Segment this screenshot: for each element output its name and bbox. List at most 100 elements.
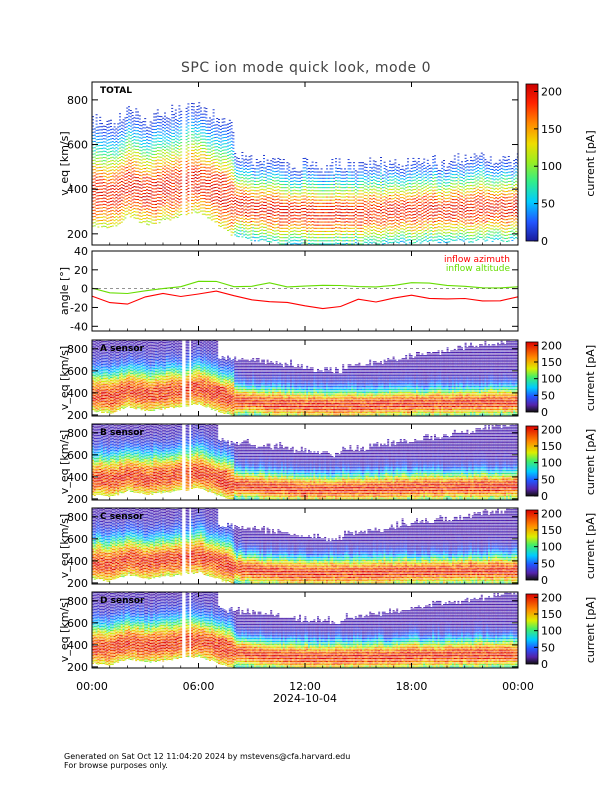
heatmap-cell (194, 198, 197, 200)
heatmap-cell (95, 173, 98, 175)
heatmap-cell (131, 193, 134, 195)
heatmap-cell (155, 153, 157, 155)
heatmap-cell (149, 130, 152, 132)
heatmap-cell (353, 221, 355, 223)
heatmap-cell (101, 213, 103, 215)
heatmap-cell (167, 211, 170, 213)
heatmap-cell (205, 117, 208, 119)
heatmap-cell (191, 152, 193, 154)
heatmap-cell (374, 173, 377, 175)
heatmap-cell (331, 234, 334, 236)
heatmap-cell (191, 149, 193, 151)
heatmap-cell (126, 191, 129, 193)
heatmap-cell (146, 167, 148, 169)
heatmap-cell (324, 184, 327, 186)
heatmap-cell (293, 242, 296, 244)
heatmap-cell (153, 129, 156, 131)
heatmap-cell (309, 174, 312, 176)
heatmap-cell (245, 183, 247, 185)
heatmap-cell (234, 221, 237, 223)
heatmap-cell (358, 240, 361, 242)
heatmap-cell (111, 200, 114, 202)
heatmap-cell (290, 199, 292, 201)
heatmap-cell (291, 237, 294, 239)
heatmap-cell (95, 126, 98, 128)
heatmap-cell (308, 171, 310, 173)
heatmap-cell (302, 236, 305, 238)
heatmap-cell (396, 235, 399, 237)
heatmap-cell (214, 124, 217, 126)
heatmap-cell (378, 224, 381, 226)
heatmap-cell (138, 127, 141, 129)
heatmap-cell (115, 203, 118, 205)
heatmap-cell (232, 144, 235, 146)
heatmap-cell (129, 181, 132, 183)
heatmap-cell (165, 129, 168, 131)
heatmap-cell (246, 184, 249, 186)
heatmap-cell (212, 206, 215, 208)
heatmap-cell (218, 193, 220, 195)
heatmap-cell (257, 184, 260, 186)
heatmap-cell (178, 208, 181, 210)
heatmap-cell (187, 150, 190, 152)
heatmap-cell (358, 171, 361, 173)
heatmap-cell (394, 174, 397, 176)
heatmap-cell (369, 176, 372, 178)
heatmap-cell (376, 180, 379, 182)
heatmap-cell (311, 177, 314, 179)
heatmap-cell (140, 212, 143, 214)
heatmap-cell (106, 211, 109, 213)
heatmap-cell (212, 187, 215, 189)
heatmap-cell (358, 243, 361, 245)
heatmap-cell (282, 215, 285, 217)
heatmap-cell (108, 132, 111, 134)
heatmap-cell (338, 158, 341, 160)
heatmap-cell (201, 119, 204, 121)
heatmap-cell (365, 217, 368, 219)
heatmap-cell (203, 176, 206, 178)
heatmap-cell (142, 199, 145, 201)
heatmap-cell (180, 163, 183, 165)
heatmap-cell (173, 123, 175, 125)
heatmap-cell (207, 214, 210, 216)
heatmap-cell (291, 202, 294, 204)
heatmap-cell (194, 170, 197, 172)
heatmap-cell (223, 215, 226, 217)
heatmap-cell (209, 136, 211, 138)
heatmap-cell (345, 243, 348, 245)
heatmap-cell (218, 131, 220, 133)
heatmap-cell (329, 193, 332, 195)
heatmap-cell (146, 151, 148, 153)
heatmap-cell (329, 230, 332, 232)
heatmap-cell (317, 180, 319, 182)
heatmap-cell (214, 205, 217, 207)
heatmap-cell (108, 223, 111, 225)
heatmap-cell (126, 179, 129, 181)
heatmap-cell (295, 202, 298, 204)
heatmap-cell (173, 154, 175, 156)
heatmap-cell (261, 201, 264, 203)
heatmap-cell (137, 183, 139, 185)
heatmap-cell (230, 168, 233, 170)
heatmap-cell (135, 186, 138, 188)
heatmap-cell (394, 196, 397, 198)
heatmap-cell (340, 171, 343, 173)
heatmap-cell (126, 185, 129, 187)
heatmap-cell (284, 205, 287, 207)
heatmap-cell (362, 193, 364, 195)
heatmap-cell (288, 188, 291, 190)
heatmap-cell (335, 170, 337, 172)
heatmap-cell (232, 191, 235, 193)
heatmap-cell (338, 214, 341, 216)
heatmap-cell (210, 175, 213, 177)
heatmap-cell (387, 186, 390, 188)
heatmap-cell (124, 173, 127, 175)
heatmap-cell (169, 175, 172, 177)
heatmap-cell (115, 225, 118, 227)
heatmap-cell (272, 201, 274, 203)
heatmap-cell (155, 200, 157, 202)
heatmap-cell (351, 193, 354, 195)
heatmap-cell (110, 176, 112, 178)
heatmap-cell (97, 132, 100, 134)
heatmap-cell (115, 137, 118, 139)
